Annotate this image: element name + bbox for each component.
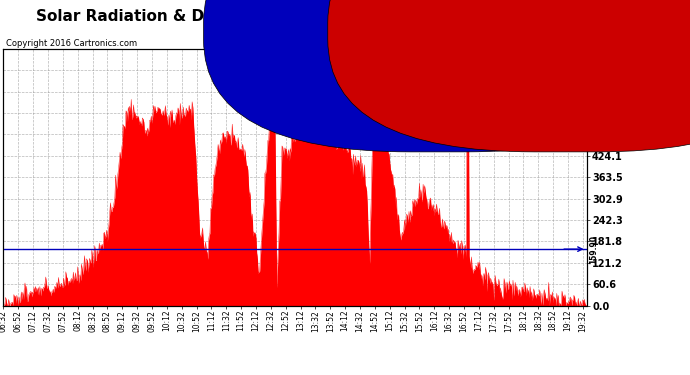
Text: Copyright 2016 Cartronics.com: Copyright 2016 Cartronics.com (6, 39, 137, 48)
Text: Solar Radiation & Day Average per Minute  Sat Aug 27 19:43: Solar Radiation & Day Average per Minute… (36, 9, 558, 24)
Text: Radiation (W/m2): Radiation (W/m2) (600, 27, 683, 36)
Text: 159.90: 159.90 (0, 235, 1, 264)
Text: 159.90: 159.90 (589, 235, 598, 264)
Text: Median (W/m2): Median (W/m2) (469, 27, 541, 36)
